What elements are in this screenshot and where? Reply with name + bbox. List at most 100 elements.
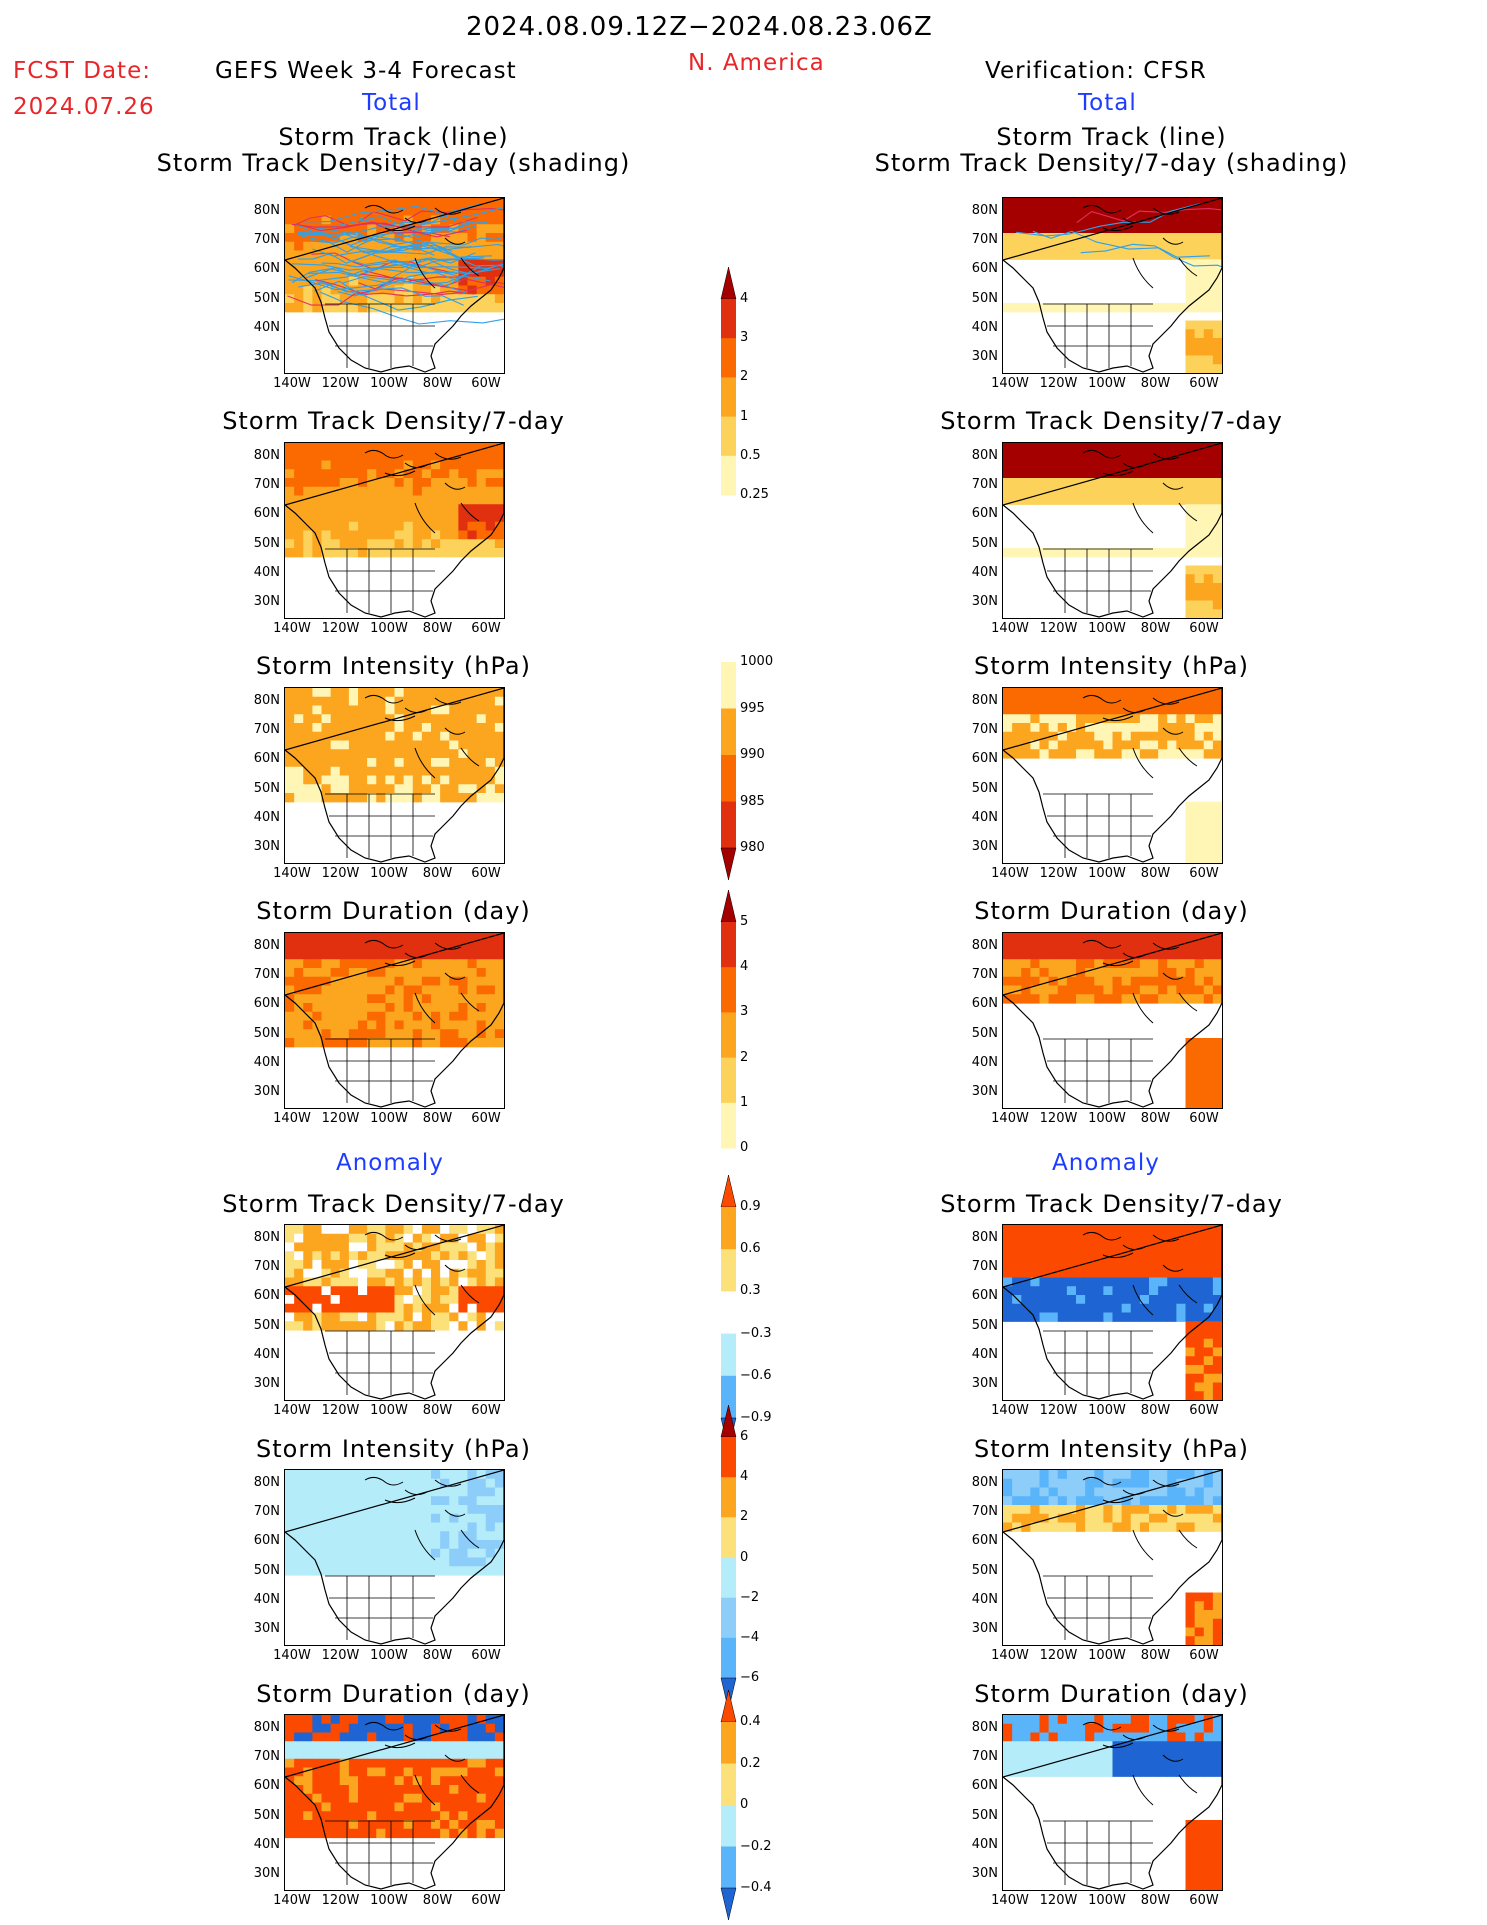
- shading-cell: [1203, 1365, 1214, 1375]
- shading-cell: [1039, 714, 1050, 724]
- shading-cell: [367, 303, 377, 313]
- shading-cell: [321, 1767, 332, 1777]
- shading-cell: [494, 276, 504, 287]
- shading-cell: [1085, 723, 1095, 733]
- shading-cell: [431, 1741, 441, 1751]
- shading-cell: [1112, 968, 1123, 978]
- shading-cell: [339, 233, 350, 243]
- lat-tick-label: 50N: [253, 535, 280, 551]
- shading-cell: [1212, 1618, 1222, 1629]
- shading-cell: [449, 1251, 459, 1261]
- shading-cell: [1158, 198, 1168, 208]
- shading-cell: [485, 276, 496, 287]
- shading-cell: [339, 688, 350, 698]
- shading-cell: [1130, 241, 1141, 252]
- panel-title-intensity-anom-cfsr: Storm Intensity (hPa): [974, 1435, 1249, 1463]
- shading-cell: [367, 1785, 377, 1795]
- shading-cell: [285, 1785, 295, 1795]
- shading-cell: [385, 976, 396, 987]
- shading-cell: [485, 1513, 496, 1524]
- shading-cell: [1212, 565, 1222, 575]
- shading-cell: [339, 985, 350, 995]
- lon-tick-label: 140W: [991, 1403, 1029, 1418]
- shading-cell: [485, 233, 496, 243]
- shading-cell: [1057, 478, 1068, 488]
- shading-cell: [449, 1767, 459, 1777]
- shading-cell: [1048, 478, 1059, 488]
- shading-cell: [1003, 303, 1013, 313]
- shading-cell: [1003, 959, 1013, 969]
- shading-cell: [376, 241, 386, 252]
- shading-cell: [1021, 303, 1031, 313]
- shading-cell: [1121, 1286, 1132, 1296]
- shading-cell: [339, 495, 350, 505]
- lon-tick-label: 100W: [370, 1893, 408, 1908]
- shading-cell: [1112, 688, 1123, 698]
- shading-cell: [358, 469, 368, 479]
- lon-tick-label: 140W: [991, 866, 1029, 881]
- lat-tick-label: 30N: [971, 1621, 998, 1636]
- lon-tick-label: 60W: [1189, 1648, 1219, 1663]
- shading-cell: [358, 1802, 368, 1812]
- shading-cell: [376, 705, 386, 715]
- shading-cell: [1039, 1251, 1050, 1261]
- lat-tick-label: 60N: [971, 261, 998, 277]
- shading-cell: [1121, 1505, 1132, 1515]
- shading-cell: [1012, 1522, 1022, 1532]
- shading-cell: [376, 215, 386, 225]
- shading-cell: [1021, 688, 1031, 698]
- shading-cell: [312, 1820, 323, 1830]
- shading-cell: [476, 985, 487, 995]
- lon-tick-label: 80W: [1140, 1648, 1171, 1663]
- shading-cell: [376, 950, 386, 960]
- shading-cell: [440, 994, 450, 1004]
- shading-cell: [1185, 854, 1196, 863]
- shading-cell: [358, 1011, 368, 1022]
- shading-cell: [1085, 1277, 1095, 1287]
- state-borders: [1043, 548, 1153, 613]
- lat-tick-label: 50N: [253, 780, 280, 796]
- shading-cell: [285, 478, 295, 488]
- lat-tick-label: 60N: [971, 506, 998, 522]
- shading-cell: [1012, 705, 1022, 715]
- shading-cell: [476, 1478, 487, 1489]
- shading-cell: [321, 469, 332, 479]
- shading-cell: [1085, 1242, 1095, 1252]
- shading-cell: [431, 198, 441, 208]
- shading-cell: [494, 1225, 504, 1235]
- shading-cell: [467, 504, 478, 514]
- shading-cell: [1185, 338, 1196, 348]
- shading-cell: [1085, 933, 1095, 943]
- lat-tick-label: 70N: [253, 1259, 280, 1275]
- shading-cell: [321, 548, 332, 558]
- lon-tick-label: 80W: [1140, 376, 1171, 391]
- shading-cell: [339, 740, 350, 750]
- shading-cell: [1212, 1373, 1222, 1384]
- shading-cell: [1203, 355, 1214, 365]
- lon-tick-label: 80W: [422, 1403, 453, 1418]
- shading-cell: [1048, 1295, 1059, 1305]
- shading-cell: [403, 1260, 414, 1270]
- shading-cell: [367, 1029, 377, 1039]
- shading-cell: [440, 504, 450, 514]
- shading-cell: [494, 705, 504, 715]
- shading-cell: [1112, 714, 1123, 724]
- shading-cell: [358, 1522, 368, 1532]
- shading-cell: [1194, 1513, 1205, 1524]
- shading-cell: [394, 714, 405, 724]
- shading-cell: [385, 705, 396, 715]
- shading-cell: [339, 469, 350, 479]
- shading-cell: [339, 968, 350, 978]
- shading-cell: [1185, 696, 1196, 707]
- shading-cell: [1139, 451, 1150, 462]
- shading-cell: [1212, 504, 1222, 514]
- shading-cell: [403, 206, 414, 217]
- shading-cell: [1112, 749, 1123, 759]
- shading-cell: [376, 285, 386, 295]
- shading-cell: [449, 1225, 459, 1235]
- shading-cell: [367, 688, 377, 698]
- shading-cell: [385, 1741, 396, 1751]
- shading-cell: [1185, 1470, 1196, 1480]
- arctic-islands: [364, 1476, 480, 1561]
- shading-cell: [385, 1038, 396, 1048]
